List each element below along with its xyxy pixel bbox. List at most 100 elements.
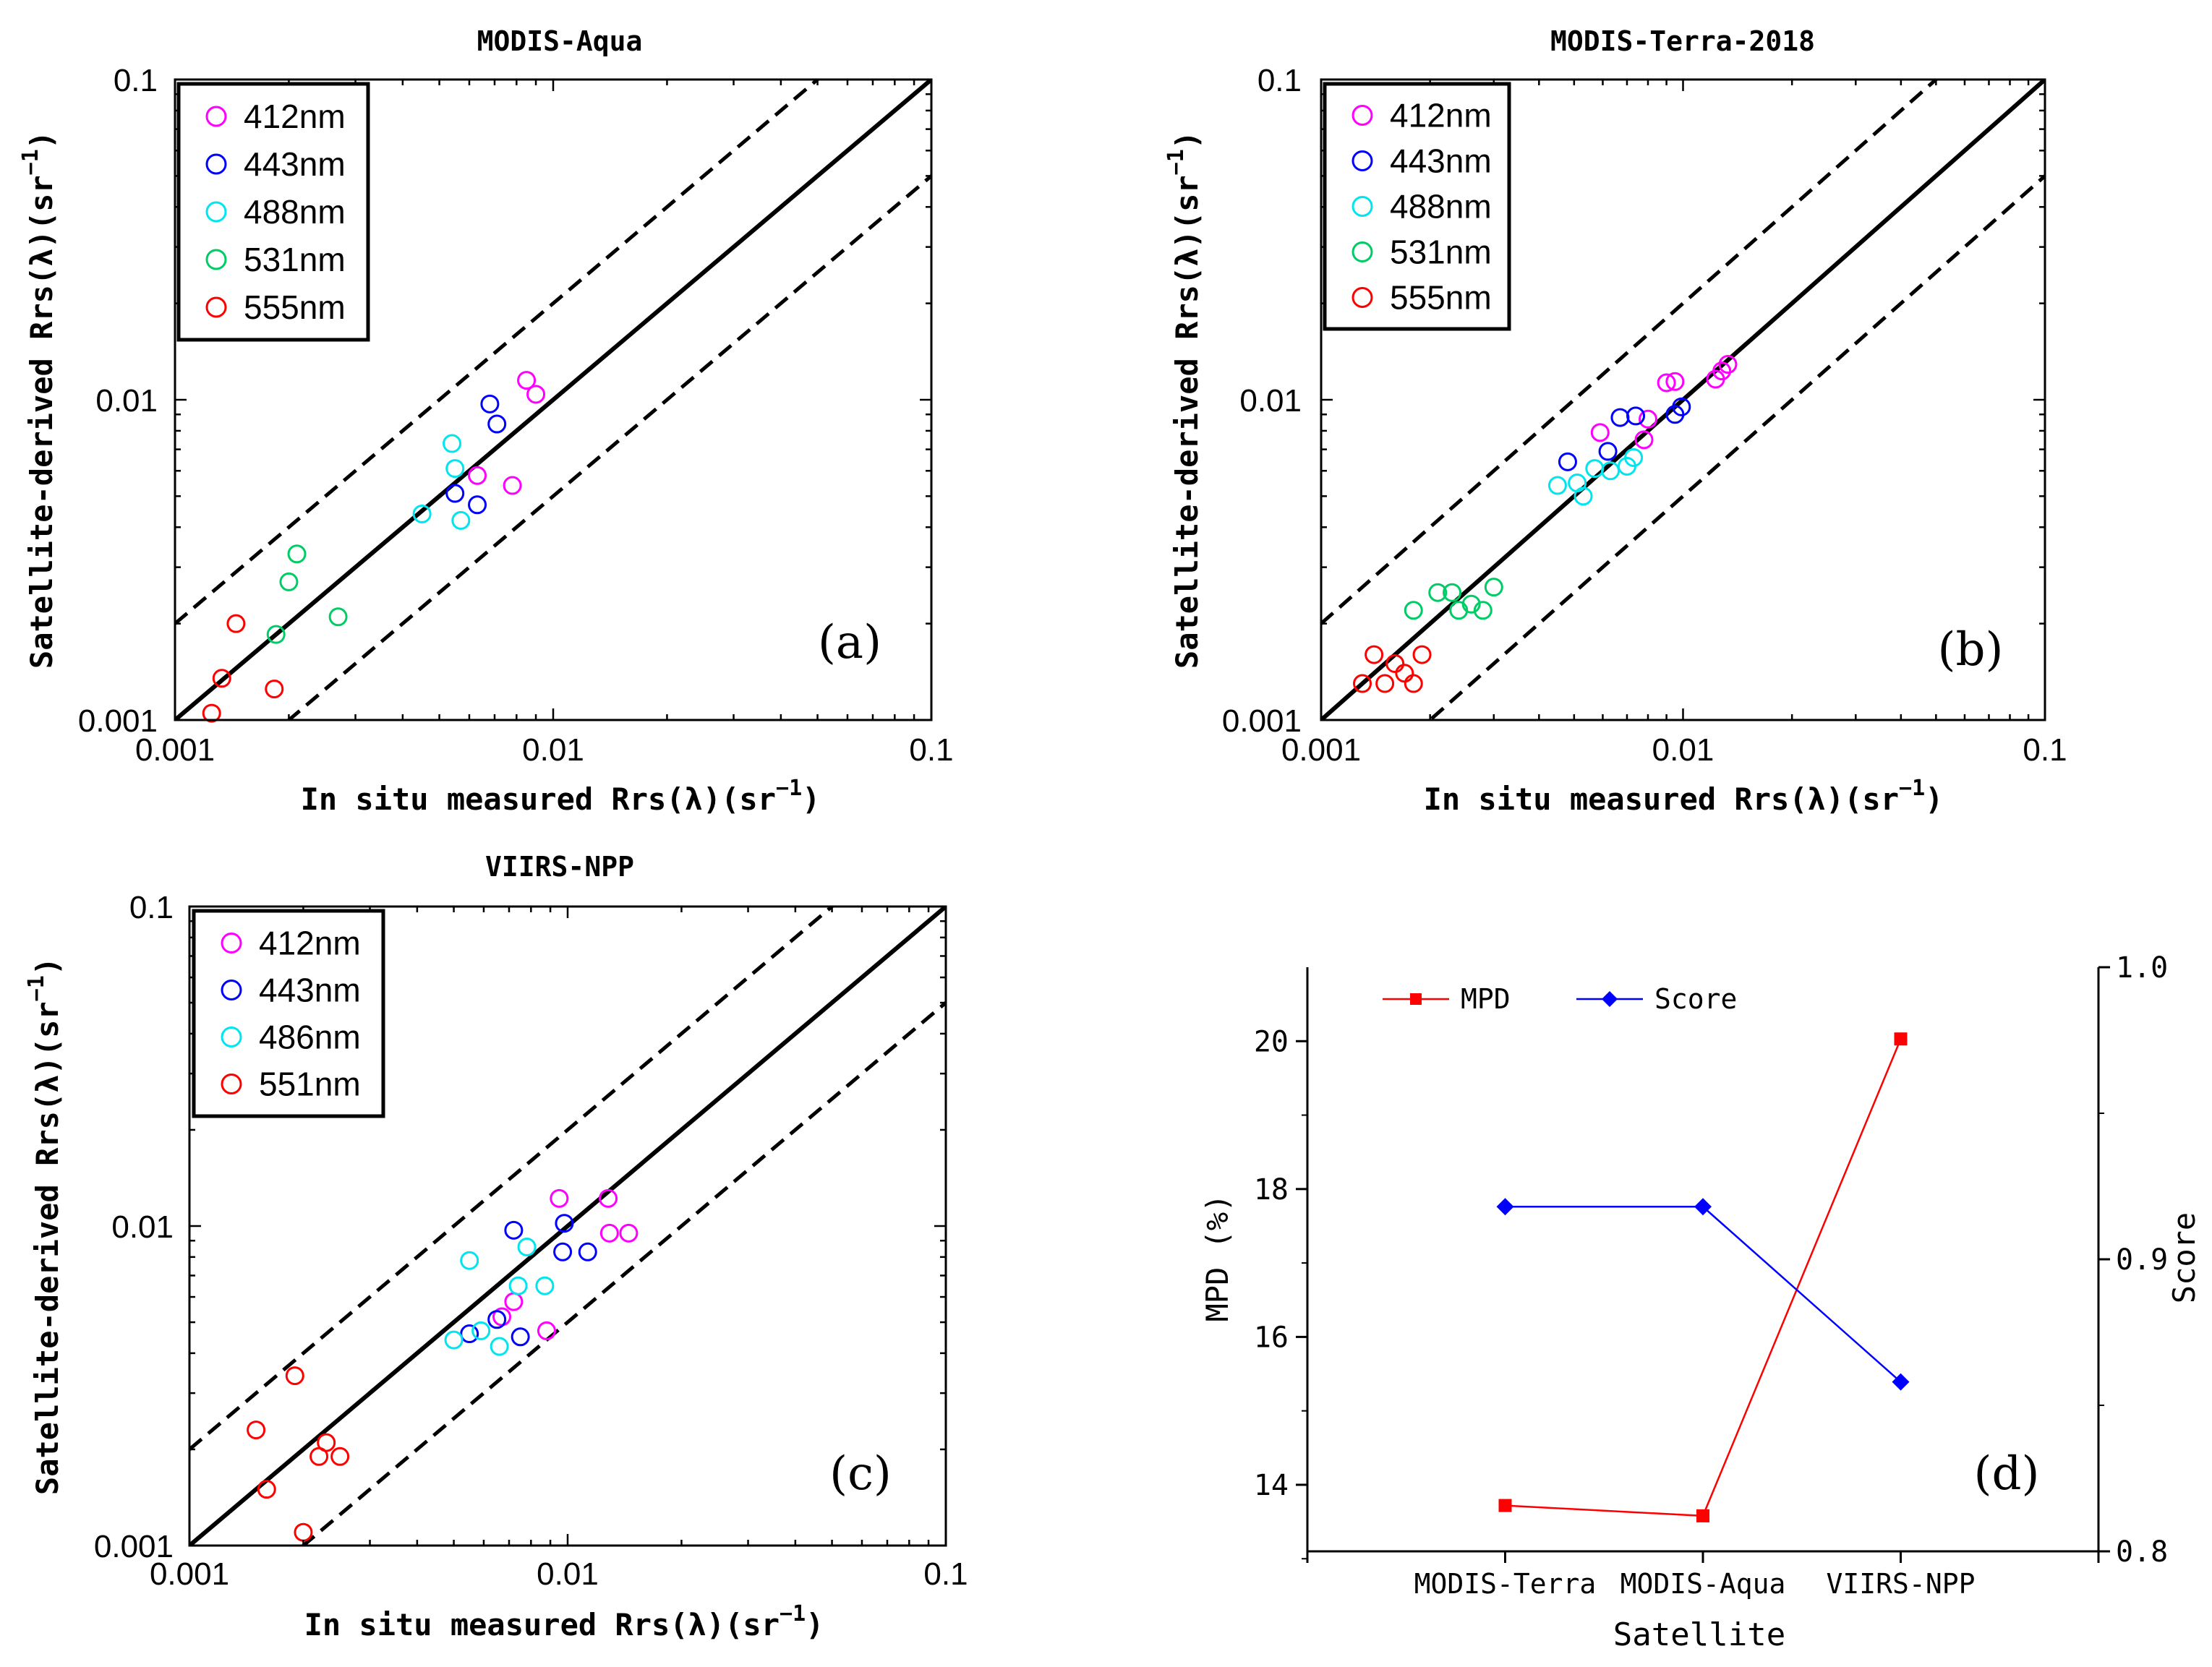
y-axis-label-exp: −1 (1163, 149, 1189, 175)
point-555nm-5 (1395, 664, 1414, 683)
point-555nm-1 (1353, 674, 1372, 693)
point-443nm-3 (480, 394, 500, 413)
y-tick-label: 0.1 (129, 890, 174, 925)
x-axis-label-close: ) (802, 781, 820, 817)
point-412nm-3 (1638, 409, 1657, 429)
legend-marker-443nm (1351, 150, 1373, 171)
legend-marker-MPD (1410, 993, 1422, 1005)
point-551nm-1 (247, 1420, 266, 1440)
point-531nm-2 (1428, 583, 1448, 602)
lower-bound-line (286, 174, 931, 720)
point-488nm-1 (1547, 476, 1567, 495)
y-tick-label: 16 (1254, 1321, 1289, 1354)
legend-marker-551nm (221, 1074, 242, 1094)
panel-d: 14 16 18 20 0.8 0.9 1.0 MODIS-Terra MODIS-Aqua VI… (1200, 951, 2202, 1653)
chart-title: VIIRS-NPP (485, 851, 634, 883)
x-axis-label: In situ measured Rrs(λ)(sr−1) (1424, 776, 1944, 817)
legend-label: MPD (1461, 983, 1511, 1015)
point-486nm-4 (490, 1337, 509, 1356)
point-488nm-5 (1601, 461, 1620, 481)
y-axis-label-exp: −1 (18, 149, 43, 175)
legend-label: 488nm (244, 193, 346, 231)
point-531nm-6 (1473, 601, 1493, 620)
point-488nm-3 (1573, 487, 1593, 506)
upper-bound-line (175, 80, 821, 625)
x-tick-label: MODIS-Terra (1414, 1568, 1597, 1600)
legend-box (176, 82, 370, 342)
x-axis-label-text: In situ measured Rrs(λ)(sr (1424, 781, 1899, 817)
legend-marker-443nm (221, 980, 242, 1000)
y-axis-label-exp: −1 (24, 975, 49, 1001)
panel-a: 0.001 0.01 0.1 0.001 0.01 0.1 MODIS-Aqua In sit… (18, 25, 954, 817)
legend-label: 555nm (244, 288, 346, 326)
point-412nm-2 (503, 476, 522, 495)
legend: MPD Score (1383, 983, 1737, 1015)
y-axis-label: Satellite-derived Rrs(λ)(sr−1) (1163, 131, 1205, 669)
x-tick-label: 0.1 (909, 732, 953, 768)
y-tick-label: 0.001 (78, 703, 158, 739)
legend-marker-555nm (1351, 287, 1373, 308)
y-axis-label: Satellite-derived Rrs(λ)(sr−1) (18, 131, 59, 669)
point-486nm-7 (535, 1276, 555, 1295)
x-tick-label: VIIRS-NPP (1827, 1568, 1976, 1600)
y-tick-label: 20 (1254, 1025, 1289, 1058)
marker-MPD-1 (1498, 1499, 1512, 1512)
y-tick-label: 18 (1254, 1173, 1289, 1207)
legend: 412nm 443nm 488nm 531nm 555nm (176, 82, 370, 342)
y2-axis-label: Score (2166, 1212, 2202, 1303)
point-551nm-7 (330, 1447, 350, 1466)
point-488nm-2 (443, 434, 462, 453)
marker-Score-1 (1496, 1198, 1514, 1216)
x-axis-label: Satellite (1613, 1616, 1785, 1653)
legend-marker-555nm (205, 296, 227, 318)
marker-MPD-3 (1894, 1032, 1908, 1046)
point-488nm-4 (1585, 459, 1605, 479)
point-443nm-4 (487, 414, 507, 434)
y-tick-label: 0.01 (1239, 383, 1302, 419)
legend-label: 486nm (259, 1019, 361, 1056)
point-412nm-5 (1665, 372, 1685, 391)
point-555nm-3 (226, 614, 246, 633)
legend-marker-488nm (1351, 196, 1373, 217)
point-412nm-4 (526, 385, 546, 404)
legend-marker-412nm (221, 933, 242, 954)
series-line-Score (1505, 1206, 1902, 1383)
legend-label: Score (1654, 983, 1737, 1015)
legend-label: 531nm (1390, 233, 1492, 271)
y2-tick-label: 1.0 (2116, 951, 2168, 985)
point-488nm-3 (445, 459, 465, 479)
point-443nm-1 (460, 1324, 479, 1344)
y-axis-label-text: Satellite-derived Rrs(λ)(sr (30, 1001, 65, 1495)
point-486nm-5 (508, 1276, 528, 1295)
point-443nm-5 (553, 1242, 573, 1261)
point-412nm-7 (1712, 361, 1732, 381)
y2-tick-label: 0.8 (2116, 1535, 2168, 1569)
y-axis-label-close: ) (1169, 131, 1205, 149)
point-531nm-2 (279, 572, 299, 591)
point-486nm-6 (517, 1237, 537, 1256)
point-443nm-2 (1598, 442, 1618, 461)
legend-box (192, 909, 385, 1118)
point-412nm-3 (537, 1321, 556, 1340)
y2-tick-label: 0.9 (2116, 1243, 2168, 1277)
x-axis-label-close: ) (1925, 781, 1943, 817)
point-555nm-1 (202, 703, 221, 723)
x-tick-label: MODIS-Aqua (1620, 1568, 1786, 1600)
point-531nm-1 (266, 625, 286, 644)
one-to-one-line (189, 907, 946, 1546)
legend-label: 488nm (1390, 188, 1492, 226)
y-axis-label-close: ) (30, 957, 65, 975)
y-tick-label: 0.001 (94, 1529, 174, 1564)
point-443nm-6 (555, 1214, 574, 1233)
upper-bound-line (1321, 80, 1939, 625)
marker-Score-3 (1892, 1373, 1910, 1391)
x-tick-label: 0.1 (923, 1556, 968, 1592)
legend-marker-486nm (221, 1027, 242, 1047)
y-axis-label-text: Satellite-derived Rrs(λ)(sr (1169, 175, 1205, 669)
point-412nm-7 (619, 1223, 639, 1243)
point-412nm-8 (1718, 355, 1738, 374)
point-443nm-1 (1558, 452, 1577, 471)
point-443nm-2 (468, 495, 487, 515)
point-412nm-3 (517, 371, 537, 390)
lower-bound-line (300, 1001, 946, 1546)
